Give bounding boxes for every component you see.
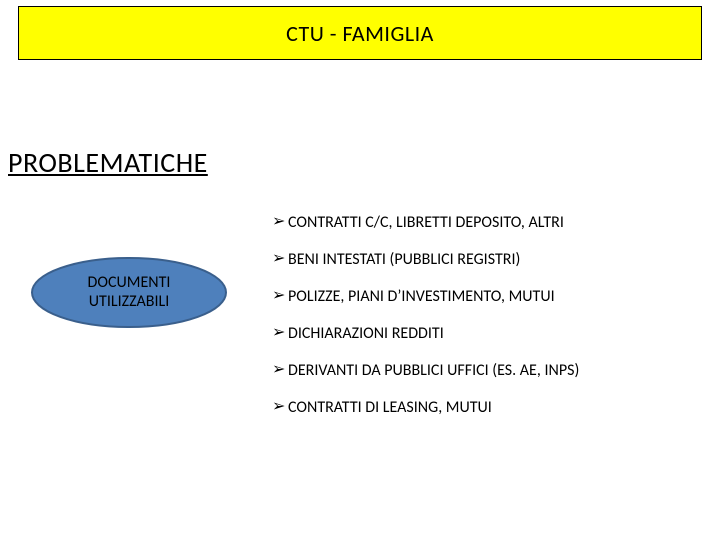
bullet-icon: ➢ bbox=[272, 251, 288, 267]
bullet-list: ➢ CONTRATTI C/C, LIBRETTI DEPOSITO, ALTR… bbox=[272, 213, 712, 435]
title-bar: CTU - FAMIGLIA bbox=[18, 6, 702, 60]
bullet-text: DICHIARAZIONI REDDITI bbox=[288, 324, 712, 343]
list-item: ➢ POLIZZE, PIANI D’INVESTIMENTO, MUTUI bbox=[272, 287, 712, 306]
list-item: ➢ DICHIARAZIONI REDDITI bbox=[272, 324, 712, 343]
list-item: ➢ BENI INTESTATI (PUBBLICI REGISTRI) bbox=[272, 250, 712, 269]
bullet-text: POLIZZE, PIANI D’INVESTIMENTO, MUTUI bbox=[288, 287, 712, 306]
ellipse-line1: DOCUMENTI bbox=[88, 274, 171, 292]
bullet-text: CONTRATTI DI LEASING, MUTUI bbox=[288, 398, 712, 417]
bullet-icon: ➢ bbox=[272, 288, 288, 304]
bullet-icon: ➢ bbox=[272, 362, 288, 378]
bullet-text: DERIVANTI DA PUBBLICI UFFICI (ES. AE, IN… bbox=[288, 361, 712, 380]
bullet-icon: ➢ bbox=[272, 399, 288, 415]
ellipse-label: DOCUMENTI UTILIZZABILI bbox=[30, 256, 228, 329]
bullet-text: BENI INTESTATI (PUBBLICI REGISTRI) bbox=[288, 250, 712, 269]
ellipse-line2: UTILIZZABILI bbox=[89, 293, 170, 311]
list-item: ➢ CONTRATTI DI LEASING, MUTUI bbox=[272, 398, 712, 417]
list-item: ➢ DERIVANTI DA PUBBLICI UFFICI (ES. AE, … bbox=[272, 361, 712, 380]
section-heading: PROBLEMATICHE bbox=[8, 145, 208, 180]
bullet-icon: ➢ bbox=[272, 214, 288, 230]
bullet-icon: ➢ bbox=[272, 325, 288, 341]
title-text: CTU - FAMIGLIA bbox=[286, 20, 434, 47]
bullet-text: CONTRATTI C/C, LIBRETTI DEPOSITO, ALTRI bbox=[288, 213, 712, 232]
list-item: ➢ CONTRATTI C/C, LIBRETTI DEPOSITO, ALTR… bbox=[272, 213, 712, 232]
documents-ellipse: DOCUMENTI UTILIZZABILI bbox=[30, 256, 228, 329]
